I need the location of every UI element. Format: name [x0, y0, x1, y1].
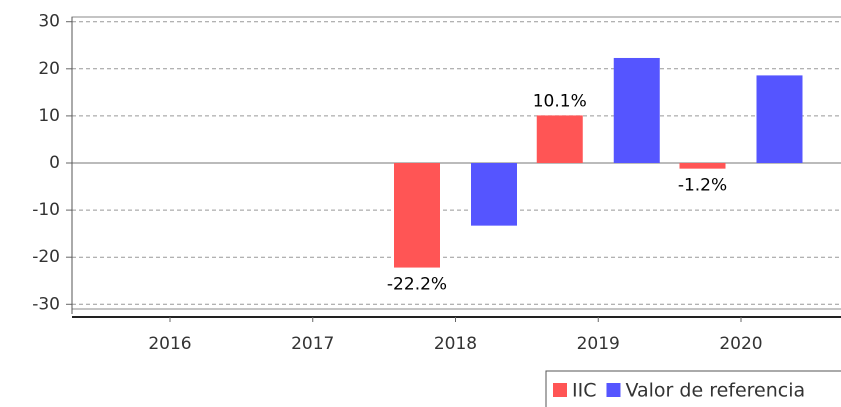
bar	[756, 75, 803, 163]
y-tick-label: -10	[32, 200, 60, 220]
x-tick-label: 2017	[291, 334, 334, 354]
x-tick-label: 2019	[577, 334, 620, 354]
y-tick-label: 30	[38, 12, 60, 32]
y-tick-label: 0	[49, 153, 60, 173]
bar	[471, 163, 517, 226]
legend-swatch	[553, 383, 567, 397]
y-tick-label: -30	[32, 294, 60, 314]
y-tick-label: -20	[32, 247, 60, 267]
value-label: -22.2%	[387, 275, 447, 295]
x-tick-label: 2018	[434, 334, 477, 354]
y-tick-label: 20	[38, 59, 60, 79]
legend-label: Valor de referencia	[625, 380, 805, 402]
legend-swatch	[606, 383, 621, 397]
bar	[613, 57, 660, 163]
value-label: 10.1%	[533, 91, 587, 111]
bar	[536, 115, 583, 163]
bar	[394, 163, 440, 268]
legend-label: IIC	[572, 380, 596, 402]
bar	[679, 163, 726, 169]
y-tick-label: 10	[38, 106, 60, 126]
legend-box	[545, 370, 841, 407]
value-label: -1.2%	[678, 176, 727, 196]
x-tick-label: 2016	[148, 334, 191, 354]
x-tick-label: 2020	[719, 334, 762, 354]
